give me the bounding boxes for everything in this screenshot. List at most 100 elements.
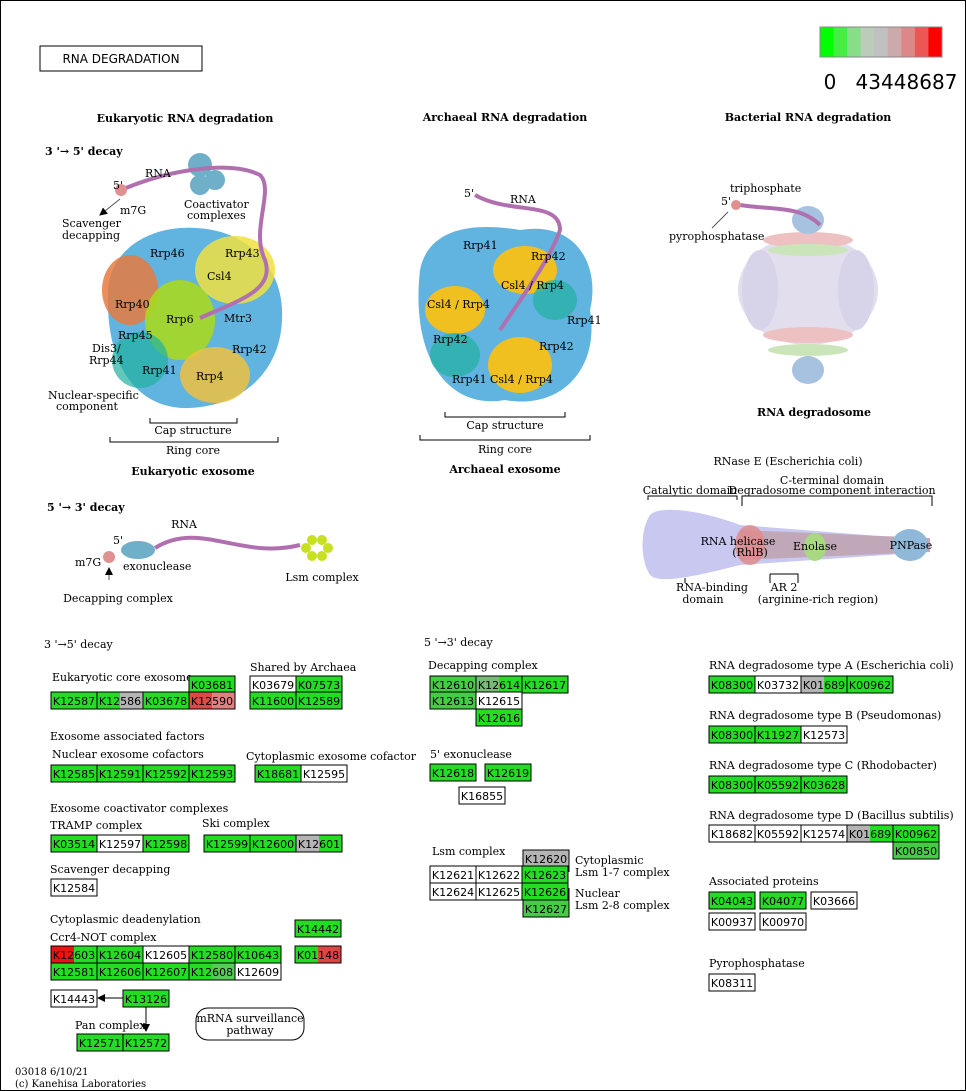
ko-box[interactable]: K00962 xyxy=(846,675,894,694)
ko-label[interactable]: K08300 xyxy=(711,679,753,692)
ko-label[interactable]: K00970 xyxy=(762,916,804,929)
ko-box[interactable]: K12572 xyxy=(122,1033,170,1052)
ko-box[interactable]: K12574 xyxy=(800,824,848,843)
ko-label[interactable]: K12619 xyxy=(487,767,529,780)
ko-box[interactable]: K12598 xyxy=(142,834,190,853)
ko-label[interactable]: K03666 xyxy=(813,895,855,908)
ko-label[interactable]: K12607 xyxy=(145,966,187,979)
ko-box[interactable]: K12597 xyxy=(96,834,144,853)
ko-box[interactable]: K11927 xyxy=(754,725,802,744)
ko-label[interactable]: K01148 xyxy=(297,949,339,962)
ko-label[interactable]: K00937 xyxy=(711,916,753,929)
ko-box[interactable]: K03666 xyxy=(810,891,858,910)
ko-label[interactable]: K10643 xyxy=(237,949,279,962)
ko-label[interactable]: K03514 xyxy=(53,838,95,851)
ko-label[interactable]: K12587 xyxy=(53,695,95,708)
ko-box[interactable]: K03732 xyxy=(754,675,802,694)
ko-box[interactable]: K12585 xyxy=(50,764,98,783)
ko-box[interactable]: K12614 xyxy=(475,675,523,694)
ko-box[interactable]: K00937 xyxy=(708,912,756,931)
ko-box[interactable]: K12603 xyxy=(50,945,98,964)
ko-label[interactable]: K12574 xyxy=(803,828,845,841)
ko-label[interactable]: K12609 xyxy=(237,966,279,979)
ko-box[interactable]: K18682 xyxy=(708,824,756,843)
ko-box[interactable]: K12622 xyxy=(475,865,523,884)
ko-box[interactable]: K01148 xyxy=(294,945,342,964)
ko-box[interactable]: K00850 xyxy=(892,841,940,860)
ko-label[interactable]: K12603 xyxy=(53,949,95,962)
ko-label[interactable]: K12625 xyxy=(478,886,520,899)
ko-label[interactable]: K03628 xyxy=(803,779,845,792)
ko-box[interactable]: K01689 xyxy=(800,675,848,694)
ko-label[interactable]: K12620 xyxy=(525,853,567,866)
ko-label[interactable]: K12613 xyxy=(432,695,474,708)
ko-box[interactable]: K11600 xyxy=(249,691,297,710)
ko-label[interactable]: K03678 xyxy=(145,695,187,708)
ko-label[interactable]: K12572 xyxy=(125,1037,167,1050)
ko-label[interactable]: K03681 xyxy=(191,679,233,692)
ko-label[interactable]: K12622 xyxy=(478,869,520,882)
ko-box[interactable]: K12619 xyxy=(484,763,532,782)
ko-box[interactable]: K12592 xyxy=(142,764,190,783)
ko-box[interactable]: K13126 xyxy=(122,989,170,1008)
ko-label[interactable]: K12614 xyxy=(478,679,520,692)
ko-label[interactable]: K12581 xyxy=(53,966,95,979)
ko-box[interactable]: K12599 xyxy=(203,834,251,853)
ko-box[interactable]: K10643 xyxy=(234,945,282,964)
ko-box[interactable]: K12604 xyxy=(96,945,144,964)
ko-box[interactable]: K12616 xyxy=(475,708,523,727)
ko-box[interactable]: K12586 xyxy=(96,691,144,710)
ko-box[interactable]: K12605 xyxy=(142,945,190,964)
ko-label[interactable]: K12604 xyxy=(99,949,141,962)
ko-box[interactable]: K04077 xyxy=(759,891,807,910)
ko-label[interactable]: K12571 xyxy=(79,1037,121,1050)
ko-box[interactable]: K12595 xyxy=(300,764,348,783)
ko-label[interactable]: K12616 xyxy=(478,712,520,725)
ko-label[interactable]: K12590 xyxy=(191,695,233,708)
ko-label[interactable]: K12624 xyxy=(432,886,474,899)
ko-box[interactable]: K12600 xyxy=(249,834,297,853)
ko-box[interactable]: K12608 xyxy=(188,962,236,981)
ko-box[interactable]: K03514 xyxy=(50,834,98,853)
ko-label[interactable]: K12610 xyxy=(432,679,474,692)
ko-label[interactable]: K12623 xyxy=(524,869,566,882)
ko-box[interactable]: K03681 xyxy=(188,675,236,694)
ko-label[interactable]: K12606 xyxy=(99,966,141,979)
ko-label[interactable]: K12615 xyxy=(478,695,520,708)
ko-box[interactable]: K16855 xyxy=(458,786,506,805)
ko-box[interactable]: K12615 xyxy=(475,691,523,710)
ko-label[interactable]: K08300 xyxy=(711,729,753,742)
ko-box[interactable]: K03679 xyxy=(249,675,297,694)
ko-label[interactable]: K12621 xyxy=(432,869,474,882)
ko-label[interactable]: K12591 xyxy=(99,768,141,781)
ko-label[interactable]: K08311 xyxy=(711,977,753,990)
ko-label[interactable]: K12595 xyxy=(303,768,345,781)
ko-label[interactable]: K00962 xyxy=(849,679,891,692)
ko-label[interactable]: K01689 xyxy=(803,679,845,692)
ko-label[interactable]: K12592 xyxy=(145,768,187,781)
ko-box[interactable]: K12617 xyxy=(521,675,569,694)
ko-label[interactable]: K00850 xyxy=(895,845,937,858)
ko-box[interactable]: K12610 xyxy=(429,675,477,694)
ko-label[interactable]: K18681 xyxy=(257,768,299,781)
ko-box[interactable]: K12580 xyxy=(188,945,236,964)
ko-box[interactable]: K05592 xyxy=(754,824,802,843)
ko-label[interactable]: K18682 xyxy=(711,828,753,841)
ko-label[interactable]: K12626 xyxy=(524,886,566,899)
ko-label[interactable]: K12598 xyxy=(145,838,187,851)
ko-box[interactable]: K14442 xyxy=(294,919,342,938)
ko-box[interactable]: K12606 xyxy=(96,962,144,981)
ko-box[interactable]: K12613 xyxy=(429,691,477,710)
ko-label[interactable]: K11927 xyxy=(757,729,799,742)
ko-label[interactable]: K12586 xyxy=(99,695,141,708)
ko-box[interactable]: K08300 xyxy=(708,725,756,744)
ko-box[interactable]: K12623 xyxy=(521,865,569,884)
ko-label[interactable]: K12584 xyxy=(53,882,95,895)
ko-box[interactable]: K12620 xyxy=(522,849,570,868)
ko-box[interactable]: K12609 xyxy=(234,962,282,981)
ko-label[interactable]: K00962 xyxy=(895,828,937,841)
ko-label[interactable]: K04077 xyxy=(762,895,804,908)
ko-box[interactable]: K01689 xyxy=(846,824,894,843)
ko-box[interactable]: K00970 xyxy=(759,912,807,931)
ko-box[interactable]: K12593 xyxy=(188,764,236,783)
